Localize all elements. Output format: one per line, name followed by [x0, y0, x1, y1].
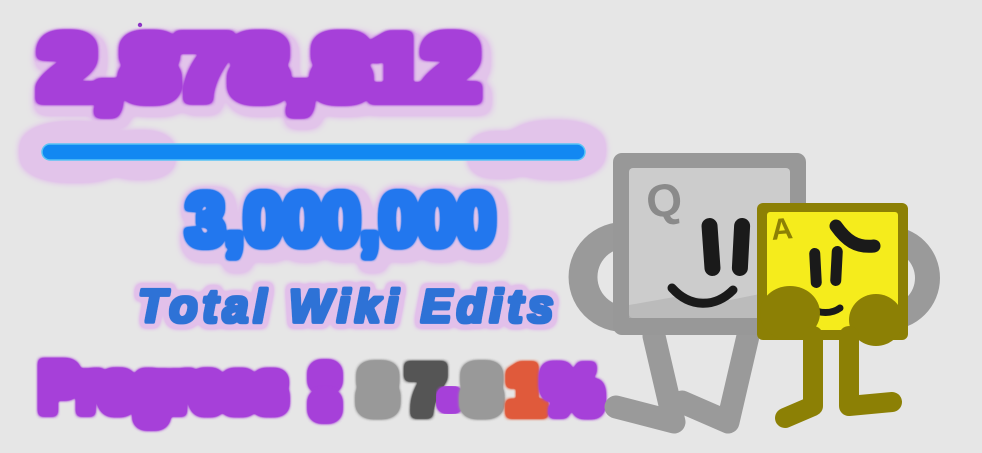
svg-text:Progress: Progress [40, 351, 286, 425]
svg-text:8: 8 [360, 354, 396, 426]
svg-text:2,878,812: 2,878,812 [40, 18, 478, 117]
svg-text:A: A [770, 212, 794, 247]
svg-text:8: 8 [464, 354, 500, 426]
svg-text:Total Wiki Edits: Total Wiki Edits [138, 280, 558, 332]
svg-text:1: 1 [508, 354, 544, 426]
svg-text:%: % [544, 354, 601, 426]
svg-text:7: 7 [408, 354, 444, 426]
svg-text:Q: Q [644, 172, 685, 227]
svg-text:3,000,000: 3,000,000 [186, 179, 495, 261]
